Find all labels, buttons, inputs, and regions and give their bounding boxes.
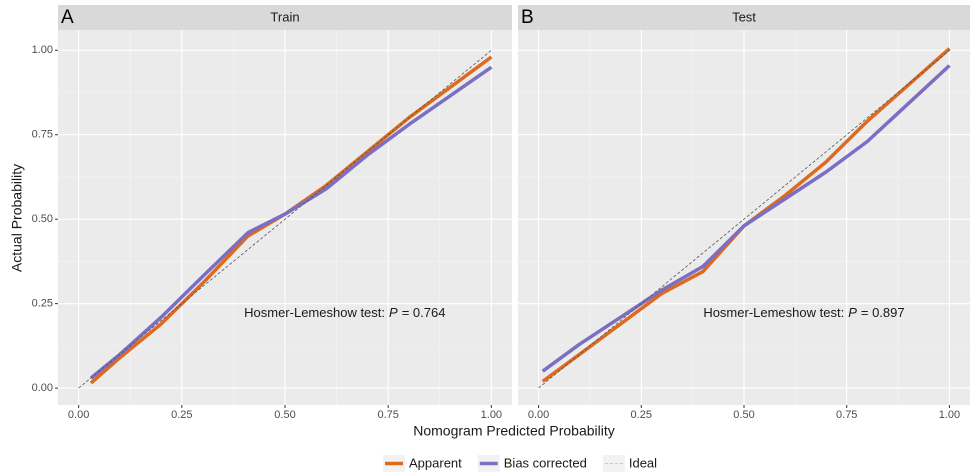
x-tick-label: 0.25: [171, 409, 192, 421]
legend-label: Bias corrected: [504, 455, 587, 470]
x-tick-label: 0.25: [631, 409, 652, 421]
x-tick-label: 1.00: [939, 409, 960, 421]
legend-label: Ideal: [629, 455, 657, 470]
x-tick-label: 0.75: [377, 409, 398, 421]
y-axis-label: Actual Probability: [9, 164, 25, 272]
x-tick-label: 0.75: [836, 409, 857, 421]
calibration-line: [89, 65, 493, 380]
x-axis-label: Nomogram Predicted Probability: [413, 423, 615, 439]
x-tick-label: 0.00: [68, 409, 89, 421]
y-tick-label: 0.75: [32, 129, 53, 141]
annotation-part: P: [848, 305, 857, 320]
annotation: Hosmer-Lemeshow test: P = 0.897: [703, 305, 904, 320]
y-tick-label: 0.50: [32, 213, 53, 225]
strip-background: [518, 5, 970, 30]
annotation-part: P: [389, 305, 398, 320]
y-tick-label: 0.00: [32, 382, 53, 394]
calibration-line: [541, 47, 951, 383]
x-tick-label: 0.50: [733, 409, 754, 421]
ideal-line: [538, 49, 950, 389]
legend-label: Apparent: [409, 455, 462, 470]
strip-title: Train: [270, 9, 299, 24]
calibration-line: [541, 64, 951, 373]
y-tick-label: 1.00: [32, 44, 53, 56]
strip-background: [58, 5, 512, 30]
annotation-part: = 0.764: [402, 305, 446, 320]
annotation-part: Hosmer-Lemeshow test:: [703, 305, 844, 320]
y-tick-label: 0.25: [32, 298, 53, 310]
annotation-part: Hosmer-Lemeshow test:: [244, 305, 385, 320]
panel-label: B: [521, 7, 534, 28]
strip-title: Test: [732, 9, 756, 24]
x-tick-label: 1.00: [481, 409, 502, 421]
ideal-line: [78, 49, 492, 389]
annotation-part: = 0.897: [861, 305, 905, 320]
x-tick-label: 0.50: [274, 409, 295, 421]
panel-label: A: [61, 7, 74, 28]
annotation: Hosmer-Lemeshow test: P = 0.764: [244, 305, 445, 320]
x-tick-label: 0.00: [528, 409, 549, 421]
legend-key: [602, 455, 625, 472]
